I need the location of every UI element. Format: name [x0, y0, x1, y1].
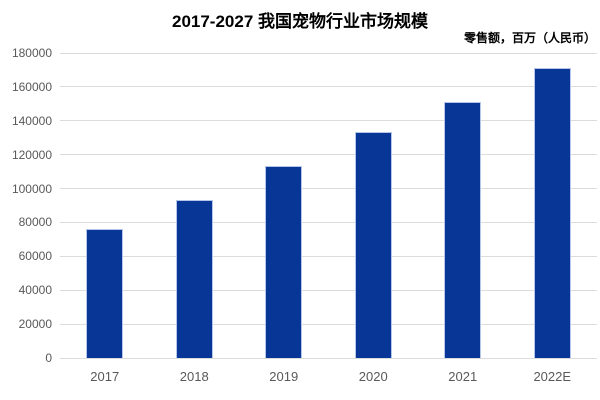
gridline-40000	[60, 289, 597, 291]
y-axis-tick-label-100000: 100000	[11, 181, 52, 196]
gridline-160000	[60, 86, 597, 88]
bar-2020	[354, 131, 392, 358]
bar-cell-2022E	[508, 53, 598, 358]
gridline-20000	[60, 323, 597, 325]
gridline-80000	[60, 221, 597, 223]
bar-2021	[444, 102, 482, 358]
x-axis-tick-label-2019: 2019	[269, 369, 299, 384]
gridline-60000	[60, 255, 597, 257]
y-axis-tick-label-180000: 180000	[11, 46, 52, 60]
y-axis-tick-label-60000: 60000	[18, 249, 52, 264]
x-axis-tick-label-2021: 2021	[448, 369, 478, 384]
chart-subtitle: 零售额，百万（人民币）	[463, 31, 596, 45]
bar-cell-2021	[418, 53, 508, 358]
gridline-120000	[60, 154, 597, 156]
x-axis-tick-label-2022E: 2022E	[533, 369, 572, 384]
y-axis-tick-label-0: 0	[45, 351, 52, 365]
bar-cell-2019	[239, 53, 329, 358]
bar-2017	[86, 229, 124, 358]
bar-cell-2018	[150, 53, 240, 358]
y-axis-tick-label-40000: 40000	[18, 283, 52, 298]
y-axis-tick-label-160000: 160000	[11, 79, 52, 94]
gridline-180000	[60, 52, 597, 54]
bar-2022E	[533, 68, 571, 358]
plot-area: 2017 2018 2019 2020 2021 2022E 0 20000 40000 600…	[12, 46, 597, 384]
bars	[60, 53, 597, 358]
x-axis-tick-label-2020: 2020	[358, 369, 388, 384]
x-axis-tick-label-2018: 2018	[179, 369, 209, 384]
gridline-100000	[60, 188, 597, 190]
x-axis-labels: 2017 2018 2019 2020 2021 2022E	[60, 369, 597, 384]
gridline-140000	[60, 120, 597, 122]
chart-title: 2017-2027 我国宠物行业市场规模	[171, 12, 429, 31]
y-axis-tick-label-140000: 140000	[11, 113, 52, 128]
bar-cell-2020	[329, 53, 419, 358]
y-axis-tick-label-80000: 80000	[18, 215, 52, 230]
y-axis-tick-label-20000: 20000	[18, 317, 52, 332]
y-axis-tick-label-120000: 120000	[11, 147, 52, 162]
gridline-0	[60, 357, 597, 359]
bar-2018	[175, 200, 213, 358]
bar-cell-2017	[60, 53, 150, 358]
x-axis-tick-label-2017: 2017	[90, 369, 120, 384]
bar-2019	[265, 165, 303, 358]
